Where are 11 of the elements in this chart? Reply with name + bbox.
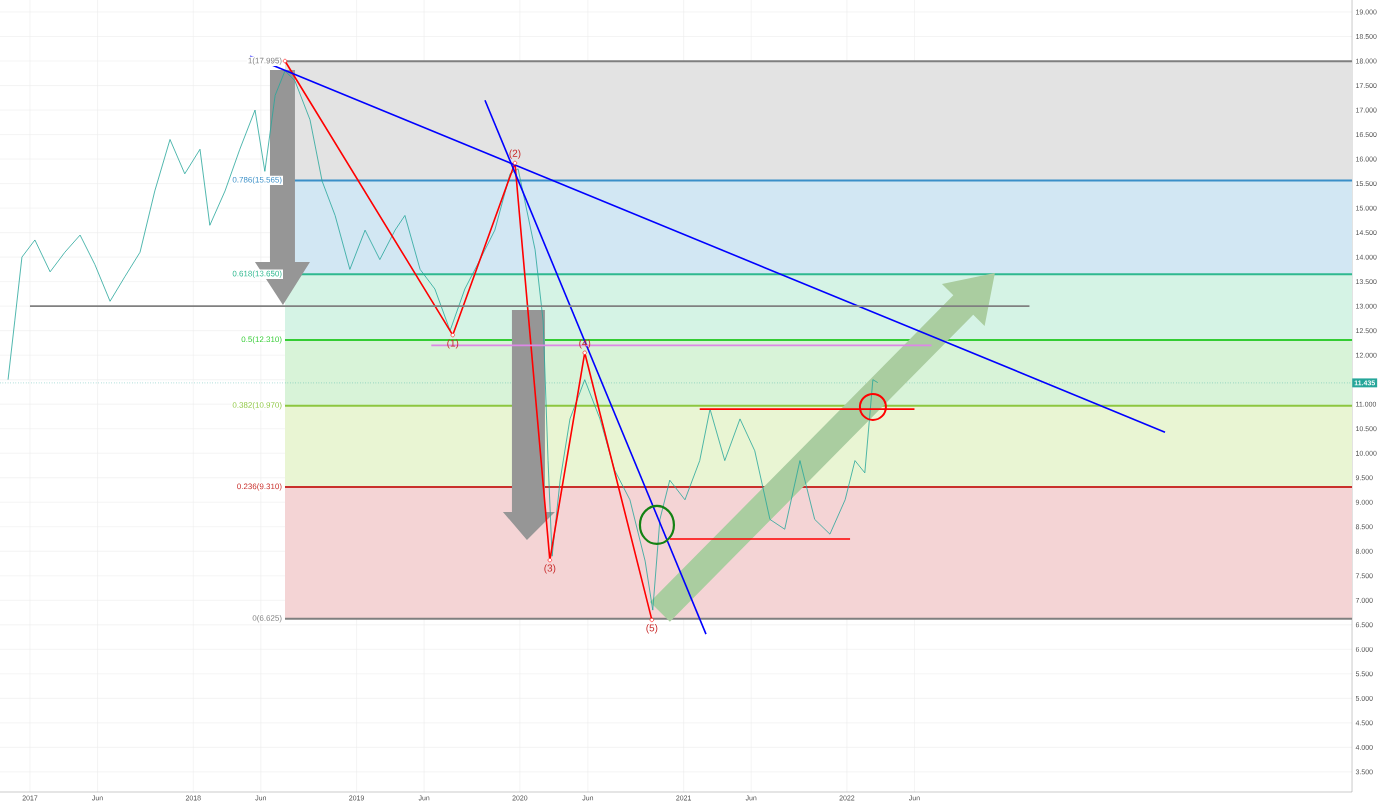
annotation: (4) — [579, 339, 591, 349]
point — [512, 160, 518, 166]
point — [649, 617, 654, 623]
point — [450, 332, 455, 338]
annotation: (2) — [509, 149, 521, 159]
annotation: (5) — [646, 624, 658, 634]
point — [582, 350, 587, 355]
point — [282, 58, 288, 64]
point — [547, 558, 552, 563]
annotation: (1) — [447, 339, 459, 349]
annotation: (3) — [544, 564, 556, 574]
